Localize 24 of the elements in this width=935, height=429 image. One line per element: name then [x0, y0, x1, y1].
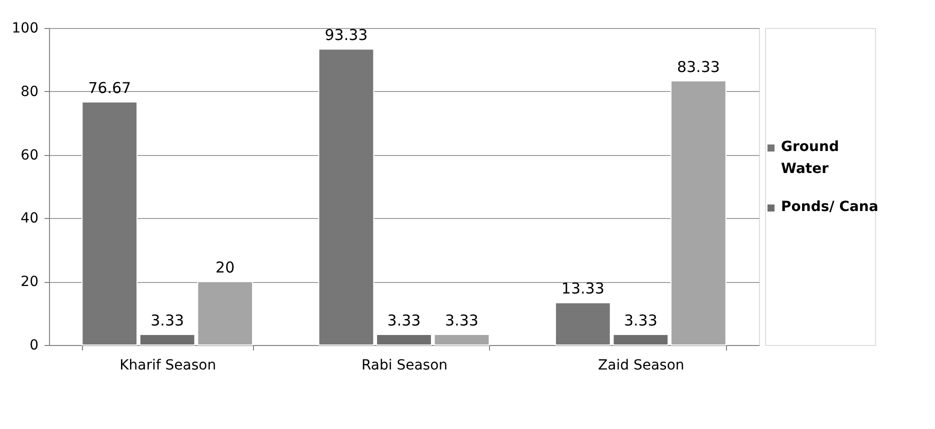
legend-label: Ponds/ Cana	[781, 199, 878, 215]
data-label: 3.33	[387, 311, 421, 330]
x-tick-label: Zaid Season	[598, 358, 684, 374]
y-tick-label: 0	[30, 338, 38, 354]
y-tick-label: 40	[20, 210, 38, 227]
bar	[318, 48, 374, 346]
legend-label: Ground Water	[781, 139, 839, 177]
data-label: 20	[216, 258, 235, 277]
bar	[82, 101, 138, 346]
x-tick-label: Rabi Season	[361, 358, 448, 374]
y-tick-label: 20	[20, 274, 38, 290]
data-label: 83.33	[676, 58, 720, 76]
data-label: 3.33	[624, 311, 658, 330]
bar	[434, 334, 490, 346]
data-label: 3.33	[445, 311, 478, 330]
bar	[376, 334, 432, 346]
data-label: 76.67	[88, 78, 132, 97]
x-tick-label: Kharif Season	[120, 358, 216, 374]
y-tick-label: 60	[20, 147, 38, 164]
data-label: 3.33	[150, 311, 184, 330]
y-tick-label: 100	[12, 20, 38, 36]
data-label: 13.33	[561, 280, 604, 298]
y-tick-label: 80	[20, 84, 38, 100]
data-label: 93.33	[324, 26, 368, 44]
